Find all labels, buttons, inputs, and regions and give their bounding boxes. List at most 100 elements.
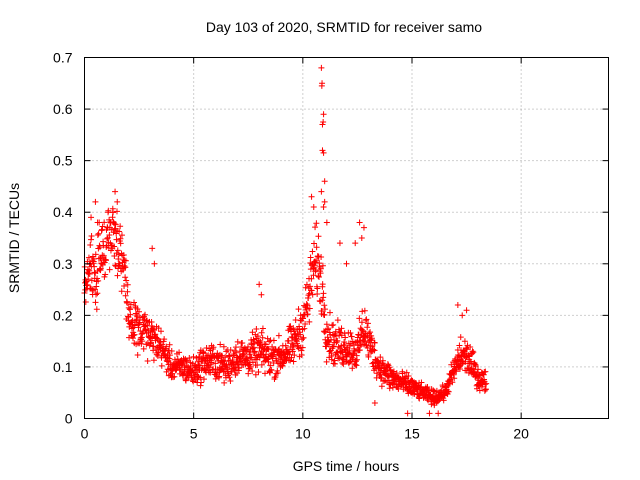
data-point (266, 338, 273, 345)
data-point (262, 341, 269, 348)
data-point (369, 360, 376, 367)
data-point (134, 313, 141, 320)
data-point (273, 370, 280, 377)
data-point (482, 368, 489, 375)
data-point (138, 340, 145, 347)
data-point (282, 354, 289, 361)
data-point (189, 377, 196, 384)
data-point (95, 245, 102, 252)
data-point (453, 368, 460, 375)
data-point (163, 368, 170, 375)
data-point (252, 371, 259, 378)
data-point (265, 346, 272, 353)
data-point (336, 240, 343, 247)
data-point (313, 220, 320, 227)
data-point (342, 334, 349, 341)
data-point (325, 325, 332, 332)
data-point (227, 346, 234, 353)
y-axis-label: SRMTID / TECUs (6, 183, 22, 293)
data-point (254, 333, 261, 340)
data-point (121, 257, 128, 264)
data-point (150, 357, 157, 364)
data-point (318, 188, 325, 195)
data-point (378, 383, 385, 390)
data-point (463, 307, 470, 314)
data-point (312, 266, 319, 273)
data-point (121, 262, 128, 269)
data-point (370, 346, 377, 353)
data-point (92, 198, 99, 205)
data-point (334, 337, 341, 344)
data-point (210, 344, 217, 351)
data-point (288, 333, 295, 340)
data-point (82, 299, 89, 306)
data-point (94, 219, 101, 226)
data-point (249, 359, 256, 366)
data-point (426, 410, 433, 417)
data-point (456, 342, 463, 349)
data-point (111, 226, 118, 233)
data-point (245, 370, 252, 377)
data-point (286, 325, 293, 332)
data-point (359, 327, 366, 334)
data-point (348, 333, 355, 340)
data-point (131, 331, 138, 338)
data-point (131, 299, 138, 306)
data-point (203, 344, 210, 351)
data-point (91, 286, 98, 293)
data-point (248, 354, 255, 361)
data-point (289, 348, 296, 355)
data-point (347, 330, 354, 337)
data-point (93, 283, 100, 290)
data-point (123, 277, 130, 284)
data-point (455, 351, 462, 358)
data-point (325, 341, 332, 348)
data-point (311, 240, 318, 247)
data-point (334, 317, 341, 324)
data-point (475, 366, 482, 373)
x-axis-label: GPS time / hours (293, 458, 400, 474)
data-point (121, 283, 128, 290)
data-point (199, 356, 206, 363)
data-point (306, 318, 313, 325)
data-point (324, 334, 331, 341)
data-point (166, 341, 173, 348)
data-point (251, 348, 258, 355)
data-point (259, 325, 266, 332)
data-point (127, 311, 134, 318)
data-point (375, 358, 382, 365)
data-point (233, 349, 240, 356)
data-point (377, 354, 384, 361)
data-point (150, 343, 157, 350)
data-point (341, 330, 348, 337)
data-point (97, 265, 104, 272)
data-point (349, 365, 356, 372)
data-point (198, 379, 205, 386)
data-point (163, 343, 170, 350)
data-point (306, 290, 313, 297)
data-point (232, 344, 239, 351)
data-point (379, 357, 386, 364)
data-point (356, 315, 363, 322)
plot-frame (84, 57, 609, 419)
data-point (461, 350, 468, 357)
data-point (168, 348, 175, 355)
data-point (99, 223, 106, 230)
data-point (118, 288, 125, 295)
data-point (234, 338, 241, 345)
data-point (290, 325, 297, 332)
data-point (482, 381, 489, 388)
data-point (363, 316, 370, 323)
data-point (364, 324, 371, 331)
data-point (217, 341, 224, 348)
data-point (482, 386, 489, 393)
data-point (472, 362, 479, 369)
data-point (91, 263, 98, 270)
data-point (339, 359, 346, 366)
data-point (302, 321, 309, 328)
data-point (122, 274, 129, 281)
data-point (142, 326, 149, 333)
data-point (320, 204, 327, 211)
data-point (85, 254, 92, 261)
